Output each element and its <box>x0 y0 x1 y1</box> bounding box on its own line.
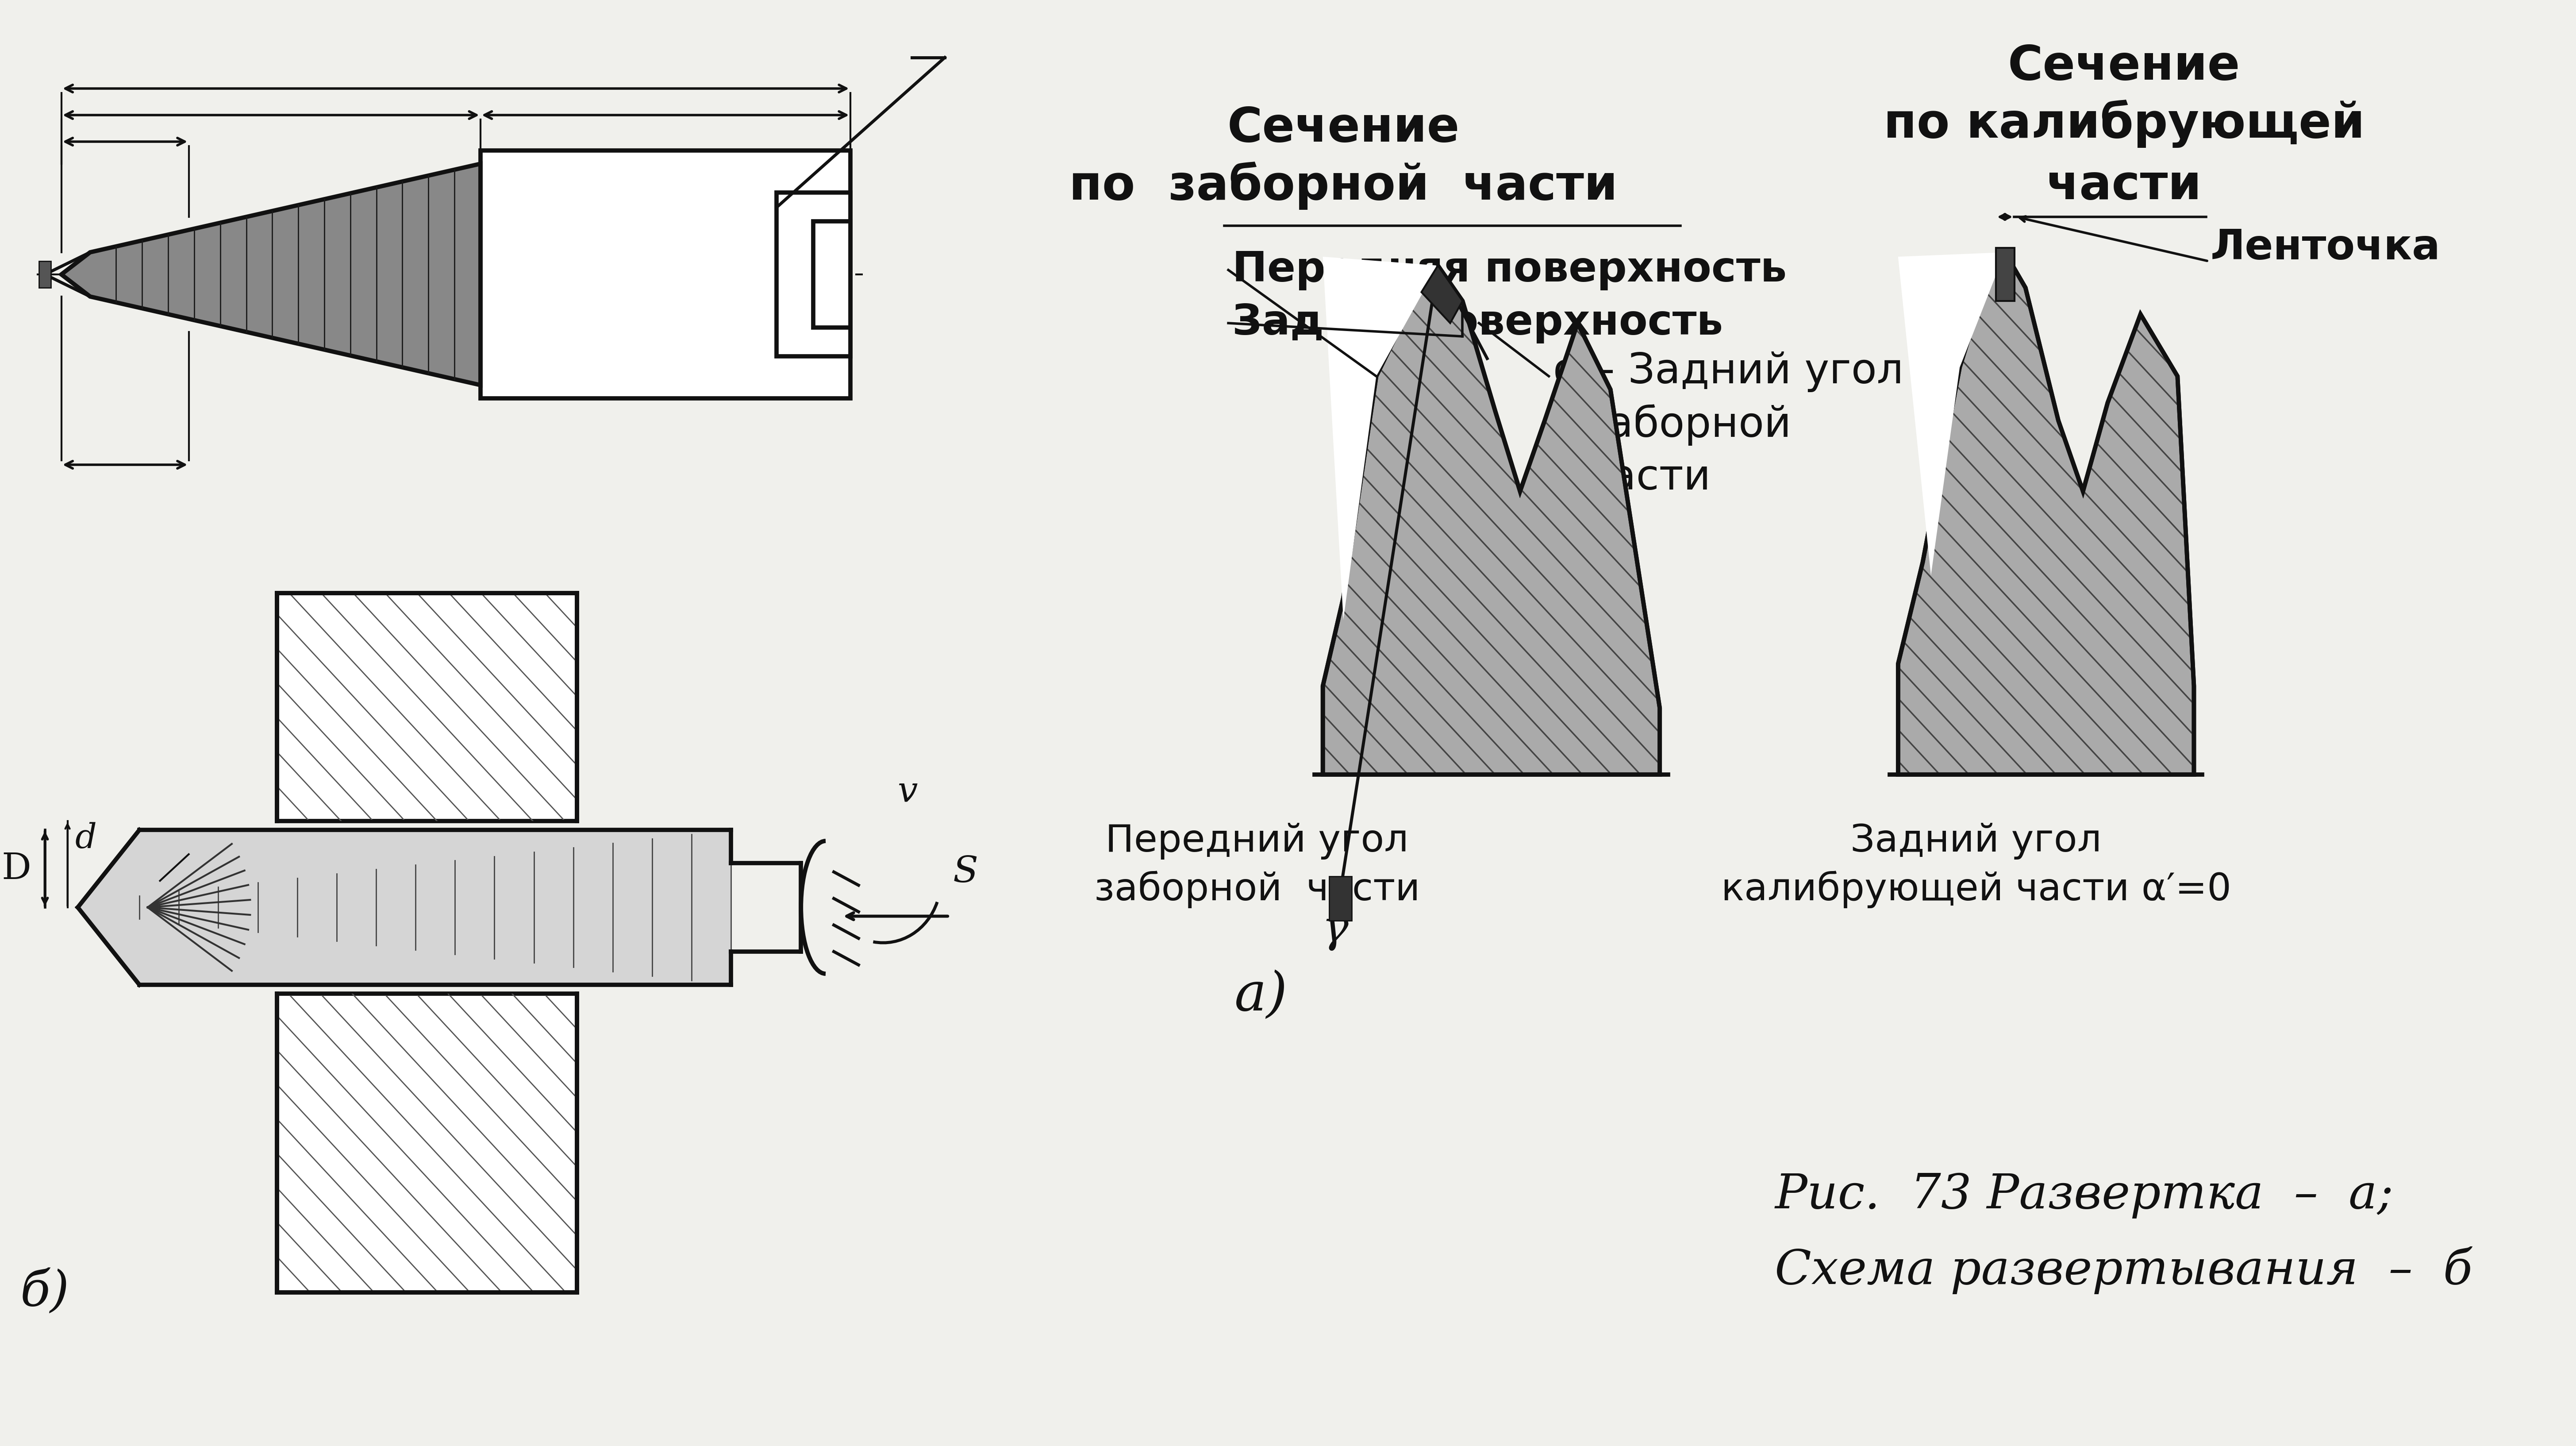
Text: б): б) <box>21 1268 70 1316</box>
Polygon shape <box>1324 266 1659 775</box>
Text: заборной  части: заборной части <box>1095 870 1419 908</box>
Polygon shape <box>77 830 732 985</box>
Text: Сечение: Сечение <box>2007 43 2241 90</box>
Polygon shape <box>1324 257 1437 620</box>
Text: D: D <box>3 852 31 886</box>
Polygon shape <box>1422 266 1463 322</box>
Bar <box>482 150 850 398</box>
Text: γ: γ <box>1321 908 1347 950</box>
Text: Передняя поверхность: Передняя поверхность <box>1231 250 1788 291</box>
Text: части: части <box>2045 162 2202 210</box>
Text: Передний угол: Передний угол <box>1105 823 1409 859</box>
Text: части: части <box>1587 457 1710 499</box>
Bar <box>814 221 850 328</box>
Text: а): а) <box>1234 970 1288 1022</box>
Polygon shape <box>278 993 577 1293</box>
Text: калибрующей части α′=0: калибрующей части α′=0 <box>1721 870 2231 908</box>
Text: заборной: заборной <box>1587 403 1793 445</box>
Text: Задний угол: Задний угол <box>1850 823 2102 859</box>
Text: v: v <box>899 775 917 810</box>
Text: Сечение: Сечение <box>1226 106 1461 152</box>
Bar <box>39 262 52 288</box>
Text: α – Задний угол: α – Задний угол <box>1553 351 1904 392</box>
Polygon shape <box>1899 252 2195 775</box>
Polygon shape <box>1899 252 2004 576</box>
Text: Схема развертывания  –  б: Схема развертывания – б <box>1775 1246 2473 1294</box>
Polygon shape <box>278 593 577 821</box>
Bar <box>1996 247 2014 301</box>
Text: по  заборной  части: по заборной части <box>1069 162 1618 210</box>
Text: φ: φ <box>160 908 185 943</box>
Bar <box>775 192 850 356</box>
Polygon shape <box>62 163 482 385</box>
Text: S: S <box>953 855 979 889</box>
Bar <box>1329 876 1352 921</box>
Text: Задняя поверхность: Задняя поверхность <box>1231 302 1723 344</box>
Text: Ленточка: Ленточка <box>2210 227 2439 268</box>
Text: по калибрующей: по калибрующей <box>1883 100 2365 147</box>
Text: Рис.  73 Развертка  –  а;: Рис. 73 Развертка – а; <box>1775 1171 2393 1219</box>
Text: d: d <box>75 823 98 855</box>
